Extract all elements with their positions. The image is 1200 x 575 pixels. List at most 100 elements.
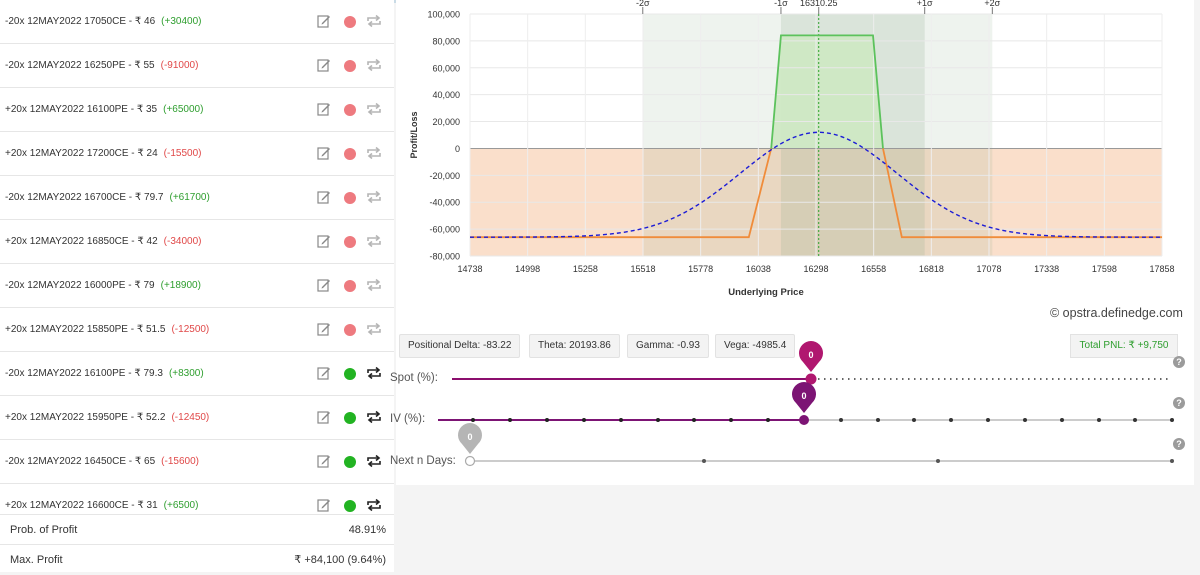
repeat-icon[interactable]	[366, 58, 382, 72]
leg-description: -20x 12MAY2022 16700CE - ₹ 79.7	[5, 192, 164, 203]
repeat-icon[interactable]	[366, 410, 382, 424]
leg-pnl: (-15500)	[163, 148, 202, 159]
spot-slider-handle[interactable]	[805, 373, 817, 385]
watermark: © opstra.definedge.com	[1050, 306, 1183, 320]
days-slider[interactable]: 0	[458, 423, 1174, 467]
y-tick-label: -20,000	[429, 171, 460, 181]
spot-value-pin	[799, 341, 823, 372]
iv-tick	[1133, 418, 1137, 422]
repeat-icon[interactable]	[366, 366, 382, 380]
iv-tick	[949, 418, 953, 422]
iv-slider-handle[interactable]	[799, 415, 809, 425]
leg-text: +20x 12MAY2022 15850PE - ₹ 51.5 (-12500)	[5, 308, 209, 351]
edit-icon[interactable]	[317, 146, 331, 160]
max-profit-row: Max. Profit ₹ +84,100 (9.64%)	[0, 544, 394, 572]
edit-icon[interactable]	[317, 58, 331, 72]
prob-of-profit-label: Prob. of Profit	[10, 524, 78, 536]
status-dot[interactable]	[344, 456, 356, 468]
iv-tick	[912, 418, 916, 422]
status-dot[interactable]	[344, 368, 356, 380]
repeat-icon[interactable]	[366, 498, 382, 512]
leg-row: +20x 12MAY2022 15950PE - ₹ 52.2 (-12450)	[0, 396, 394, 440]
positional-delta-badge: Positional Delta: -83.22	[399, 334, 521, 358]
total-pnl-badge: Total PNL: ₹ +9,750	[1070, 334, 1178, 358]
leg-text: -20x 12MAY2022 16450CE - ₹ 65 (-15600)	[5, 440, 199, 483]
status-dot[interactable]	[344, 412, 356, 424]
iv-value-pin	[792, 382, 816, 413]
status-dot[interactable]	[344, 500, 356, 512]
x-tick-label: 17338	[1034, 264, 1059, 274]
y-tick-label: 0	[455, 144, 460, 154]
iv-tick	[471, 418, 475, 422]
repeat-icon[interactable]	[366, 322, 382, 336]
iv-tick	[1023, 418, 1027, 422]
status-dot[interactable]	[344, 324, 356, 336]
sigma-label: -1σ	[774, 0, 788, 8]
sigma-label: -2σ	[636, 0, 650, 8]
status-dot[interactable]	[344, 60, 356, 72]
x-tick-label: 15778	[688, 264, 713, 274]
max-profit-value: ₹ +84,100 (9.64%)	[294, 554, 386, 566]
spot-help-icon[interactable]: ?	[1173, 356, 1185, 368]
days-slider-label: Next n Days:	[390, 455, 456, 467]
status-dot[interactable]	[344, 148, 356, 160]
leg-pnl: (+30400)	[161, 16, 202, 27]
status-dot[interactable]	[344, 16, 356, 28]
leg-description: +20x 12MAY2022 15850PE - ₹ 51.5	[5, 324, 166, 335]
days-slider-handle[interactable]	[464, 455, 476, 467]
edit-icon[interactable]	[317, 410, 331, 424]
leg-pnl: (+18900)	[160, 280, 201, 291]
status-dot[interactable]	[344, 280, 356, 292]
repeat-icon[interactable]	[366, 102, 382, 116]
sigma-label: 16310.25	[800, 0, 838, 8]
leg-text: -20x 12MAY2022 16000PE - ₹ 79 (+18900)	[5, 264, 201, 307]
iv-help-icon[interactable]: ?	[1173, 397, 1185, 409]
edit-icon[interactable]	[317, 454, 331, 468]
edit-icon[interactable]	[317, 322, 331, 336]
iv-tick	[876, 418, 880, 422]
iv-slider-label: IV (%):	[390, 413, 426, 425]
edit-icon[interactable]	[317, 498, 331, 512]
repeat-icon[interactable]	[366, 234, 382, 248]
sigma-label: +1σ	[917, 0, 933, 8]
x-tick-label: 17078	[976, 264, 1001, 274]
theta-badge: Theta: 20193.86	[529, 334, 620, 358]
edit-icon[interactable]	[317, 366, 331, 380]
iv-tick	[582, 418, 586, 422]
edit-icon[interactable]	[317, 278, 331, 292]
repeat-icon[interactable]	[366, 278, 382, 292]
max-profit-label: Max. Profit	[10, 554, 63, 566]
edit-icon[interactable]	[317, 102, 331, 116]
leg-row: +20x 12MAY2022 15850PE - ₹ 51.5 (-12500)	[0, 308, 394, 352]
leg-description: -20x 12MAY2022 17050CE - ₹ 46	[5, 16, 156, 27]
leg-description: -20x 12MAY2022 16250PE - ₹ 55	[5, 60, 155, 71]
days-value-text: 0	[467, 432, 472, 442]
spot-slider[interactable]: 0	[452, 341, 1172, 385]
iv-tick	[508, 418, 512, 422]
edit-icon[interactable]	[317, 234, 331, 248]
leg-row: -20x 12MAY2022 16250PE - ₹ 55 (-91000)	[0, 44, 394, 88]
repeat-icon[interactable]	[366, 14, 382, 28]
x-tick-label: 14998	[515, 264, 540, 274]
status-dot[interactable]	[344, 192, 356, 204]
iv-slider[interactable]: 0	[438, 382, 1174, 425]
days-help-icon[interactable]: ?	[1173, 438, 1185, 450]
leg-description: +20x 12MAY2022 16600CE - ₹ 31	[5, 500, 158, 511]
payoff-chart: 100,000 80,000 60,000 40,000 20,000 0 -20,000 -…	[409, 0, 1175, 298]
status-dot[interactable]	[344, 104, 356, 116]
x-tick-label: 14738	[457, 264, 482, 274]
x-tick-label: 16298	[803, 264, 828, 274]
leg-pnl: (-34000)	[163, 236, 202, 247]
iv-tick	[545, 418, 549, 422]
repeat-icon[interactable]	[366, 190, 382, 204]
y-tick-label: 60,000	[432, 63, 460, 73]
leg-text: +20x 12MAY2022 16100PE - ₹ 35 (+65000)	[5, 88, 203, 131]
repeat-icon[interactable]	[366, 454, 382, 468]
status-dot[interactable]	[344, 236, 356, 248]
edit-icon[interactable]	[317, 14, 331, 28]
profit-zone	[771, 35, 883, 149]
edit-icon[interactable]	[317, 190, 331, 204]
repeat-icon[interactable]	[366, 146, 382, 160]
leg-description: +20x 12MAY2022 16850CE - ₹ 42	[5, 236, 158, 247]
legs-panel: -20x 12MAY2022 17050CE - ₹ 46 (+30400) -2…	[0, 0, 394, 571]
